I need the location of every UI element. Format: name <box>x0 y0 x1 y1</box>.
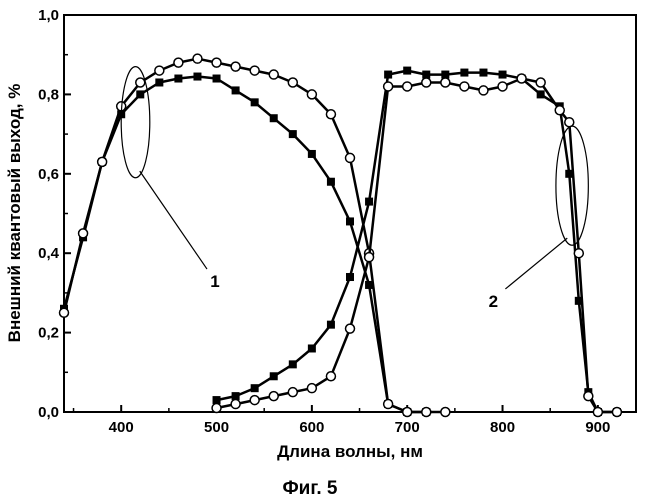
data-point <box>403 408 412 417</box>
x-tick-label: 400 <box>109 419 134 436</box>
data-point <box>231 62 240 71</box>
data-point <box>422 408 431 417</box>
x-tick-label: 900 <box>585 419 610 436</box>
data-point <box>289 130 297 138</box>
data-point <box>346 153 355 162</box>
data-point <box>593 408 602 417</box>
data-point <box>346 217 354 225</box>
annotation-label: 1 <box>210 272 219 291</box>
x-tick-label: 600 <box>299 419 324 436</box>
data-point <box>174 75 182 83</box>
series-layer <box>60 54 622 416</box>
y-tick-label: 1,0 <box>38 7 59 24</box>
data-point <box>327 178 335 186</box>
y-tick-label: 0,0 <box>38 404 59 421</box>
data-point <box>269 392 278 401</box>
data-point <box>155 78 163 86</box>
annotation-leader-line <box>140 171 207 269</box>
x-axis: 400 500 600 700 800 900 <box>74 405 611 436</box>
data-point <box>193 54 202 63</box>
data-point <box>193 73 201 81</box>
data-point <box>250 396 259 405</box>
series-line <box>217 79 617 413</box>
y-tick-label: 0,8 <box>38 86 59 103</box>
data-point <box>365 198 373 206</box>
data-point <box>307 384 316 393</box>
data-point <box>403 67 411 75</box>
annotation-leader-line <box>505 238 567 289</box>
y-axis: 0,0 0,2 0,4 0,6 0,8 1,0 <box>38 7 71 421</box>
data-point <box>536 78 545 87</box>
data-point <box>346 273 354 281</box>
x-tick-label: 500 <box>204 419 229 436</box>
data-point <box>136 78 145 87</box>
data-point <box>384 82 393 91</box>
data-point <box>288 78 297 87</box>
data-point <box>231 400 240 409</box>
data-point <box>232 86 240 94</box>
data-point <box>270 114 278 122</box>
data-point <box>326 372 335 381</box>
data-point <box>574 249 583 258</box>
data-point <box>326 110 335 119</box>
data-point <box>212 404 221 413</box>
data-point <box>213 75 221 83</box>
data-point <box>584 392 593 401</box>
x-tick-label: 800 <box>490 419 515 436</box>
data-point <box>251 384 259 392</box>
series-4 <box>212 74 621 416</box>
data-point <box>174 58 183 67</box>
data-point <box>565 118 574 127</box>
y-axis-label: Внешний квантовый выход, % <box>5 84 24 343</box>
data-point <box>460 82 469 91</box>
data-point <box>270 372 278 380</box>
data-point <box>308 344 316 352</box>
data-point <box>422 78 431 87</box>
data-point <box>212 58 221 67</box>
data-point <box>327 321 335 329</box>
data-point <box>308 150 316 158</box>
data-point <box>537 90 545 98</box>
plot-frame <box>64 15 636 412</box>
data-point <box>251 98 259 106</box>
data-point <box>384 71 392 79</box>
data-point <box>479 69 487 77</box>
data-point <box>346 324 355 333</box>
data-point <box>498 82 507 91</box>
data-point <box>60 308 69 317</box>
data-point <box>612 408 621 417</box>
series-line <box>64 77 426 413</box>
data-point <box>307 90 316 99</box>
x-tick-label: 700 <box>395 419 420 436</box>
data-point <box>288 388 297 397</box>
data-point <box>441 78 450 87</box>
data-point <box>441 408 450 417</box>
data-point <box>460 69 468 77</box>
data-point <box>98 157 107 166</box>
data-point <box>403 82 412 91</box>
figure-caption: Фиг. 5 <box>282 478 337 499</box>
x-axis-label: Длина волны, нм <box>277 442 423 461</box>
data-point <box>499 71 507 79</box>
data-point <box>269 70 278 79</box>
plot-area-border <box>64 15 636 412</box>
data-point <box>289 360 297 368</box>
data-point <box>79 229 88 238</box>
data-point <box>517 74 526 83</box>
data-point <box>136 90 144 98</box>
annotation-layer: 12 <box>121 67 588 311</box>
y-tick-label: 0,2 <box>38 325 59 342</box>
y-tick-label: 0,4 <box>38 245 60 262</box>
data-point <box>365 253 374 262</box>
data-point <box>155 66 164 75</box>
data-point <box>555 106 564 115</box>
annotation-label: 2 <box>489 292 498 311</box>
y-tick-label: 0,6 <box>38 166 59 183</box>
data-point <box>250 66 259 75</box>
data-point <box>384 400 393 409</box>
series-2 <box>60 54 450 416</box>
data-point <box>479 86 488 95</box>
